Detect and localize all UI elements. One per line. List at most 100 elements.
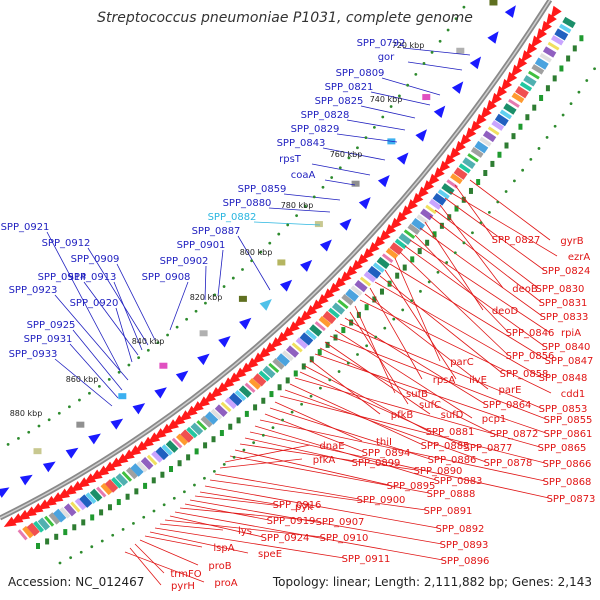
tick-dot bbox=[337, 370, 341, 373]
tick-dot bbox=[365, 344, 369, 348]
tick-dot bbox=[462, 241, 466, 245]
feature-block bbox=[219, 430, 224, 437]
tick-dot bbox=[242, 448, 246, 452]
tick-dot bbox=[419, 289, 422, 293]
feature-block bbox=[155, 446, 169, 461]
feature-block bbox=[322, 310, 337, 324]
minus-gene-arrow bbox=[545, 13, 557, 26]
tick-label: 820 kbp bbox=[190, 293, 223, 302]
gene-label-plus: SPP_0880 bbox=[223, 198, 272, 209]
feature-block bbox=[121, 471, 133, 482]
feature-block bbox=[345, 288, 359, 302]
label-leader bbox=[311, 163, 371, 176]
label-leader bbox=[279, 395, 546, 464]
label-leader bbox=[204, 485, 439, 529]
label-leader bbox=[369, 287, 423, 380]
tick-dot bbox=[37, 424, 41, 428]
feature-block bbox=[351, 180, 360, 187]
gene-label-minus: SPP_0848 bbox=[539, 373, 588, 384]
plus-gene-arrow bbox=[339, 218, 352, 231]
feature-block bbox=[462, 157, 476, 169]
tick-dot bbox=[504, 190, 508, 193]
label-leader bbox=[204, 265, 207, 301]
tick-dot bbox=[277, 232, 281, 236]
label-leader bbox=[402, 47, 471, 56]
feature-block bbox=[579, 35, 584, 42]
tick-dot bbox=[414, 72, 418, 76]
tick-dot bbox=[422, 62, 426, 65]
minus-gene-arrow bbox=[540, 20, 552, 34]
tick-dot bbox=[162, 503, 166, 507]
tick-dot bbox=[347, 156, 351, 160]
tick-dot bbox=[97, 384, 101, 388]
minus-gene-arrow bbox=[367, 242, 380, 255]
tick-dot bbox=[446, 28, 450, 32]
tick-dot bbox=[553, 124, 557, 128]
minus-gene-arrow bbox=[373, 236, 386, 249]
gene-arrows bbox=[0, 5, 562, 527]
label-leader bbox=[354, 305, 396, 394]
gene-label-minus: SPP_0900 bbox=[357, 495, 406, 506]
minus-gene-arrow bbox=[43, 495, 57, 507]
minus-gene-arrow bbox=[269, 337, 283, 349]
label-lines bbox=[46, 47, 558, 586]
tick-dot bbox=[406, 83, 410, 87]
feature-block bbox=[523, 75, 537, 87]
gene-label-minus: SPP_0827 bbox=[492, 235, 541, 246]
feature-block bbox=[220, 401, 232, 413]
label-leader bbox=[253, 221, 321, 226]
tick-dot bbox=[338, 166, 342, 170]
feature-block bbox=[550, 35, 564, 46]
gene-label-minus: SPP_0885 bbox=[421, 441, 470, 452]
tick-dot bbox=[47, 418, 51, 422]
feature-block bbox=[272, 358, 285, 370]
feature-block bbox=[410, 256, 415, 263]
label-leader bbox=[129, 547, 162, 586]
feature-block bbox=[454, 205, 459, 212]
gene-label-plus: rpsT bbox=[279, 154, 302, 165]
feature-block bbox=[70, 501, 81, 513]
minus-gene-arrow bbox=[257, 347, 271, 360]
gene-label-plus: SPP_0920 bbox=[70, 298, 119, 309]
plus-gene-arrow bbox=[0, 487, 10, 498]
minus-gene-arrow bbox=[384, 223, 397, 237]
gene-label-minus: deoD bbox=[492, 306, 519, 317]
minus-gene-arrow bbox=[147, 432, 161, 444]
feature-block bbox=[171, 437, 183, 449]
feature-block bbox=[494, 113, 509, 127]
feature-block bbox=[63, 529, 68, 536]
tick-dot bbox=[232, 455, 236, 459]
feature-block bbox=[341, 327, 346, 334]
label-leader bbox=[87, 247, 149, 346]
feature-block bbox=[269, 391, 274, 398]
gene-label-minus: SPP_0924 bbox=[261, 533, 310, 544]
feature-block bbox=[425, 239, 430, 246]
gene-label-plus: SPP_0921 bbox=[1, 222, 50, 233]
plus-gene-arrow bbox=[487, 31, 499, 44]
gene-label-minus: SPP_0886 bbox=[428, 455, 477, 466]
feature-block bbox=[372, 262, 385, 273]
map-title: Streptococcus pneumoniae P1031, complete… bbox=[97, 10, 473, 26]
feature-block bbox=[554, 28, 569, 41]
feature-block bbox=[180, 429, 194, 443]
plus-gene-arrow bbox=[415, 129, 427, 142]
gene-label-minus: cdd1 bbox=[561, 389, 586, 400]
gene-label-minus: SPP_0840 bbox=[542, 342, 591, 353]
gene-label-plus: SPP_0829 bbox=[291, 124, 340, 135]
tick-dot bbox=[271, 426, 275, 430]
feature-block bbox=[389, 242, 404, 256]
plus-gene-arrow bbox=[197, 353, 210, 366]
feature-block bbox=[85, 492, 97, 504]
gene-label-minus: SPP_0824 bbox=[542, 266, 591, 277]
feature-block bbox=[309, 356, 314, 363]
gene-label-plus: SPP_0923 bbox=[9, 285, 58, 296]
minus-gene-arrow bbox=[411, 192, 424, 206]
tick-dot bbox=[78, 398, 81, 402]
feature-block bbox=[203, 442, 208, 449]
feature-block bbox=[89, 488, 103, 502]
minus-gene-arrow bbox=[115, 453, 129, 465]
feature-block bbox=[403, 229, 416, 239]
label-leader bbox=[469, 179, 551, 241]
gene-label-minus: SPP_0907 bbox=[316, 517, 365, 528]
feature-block bbox=[487, 126, 500, 136]
